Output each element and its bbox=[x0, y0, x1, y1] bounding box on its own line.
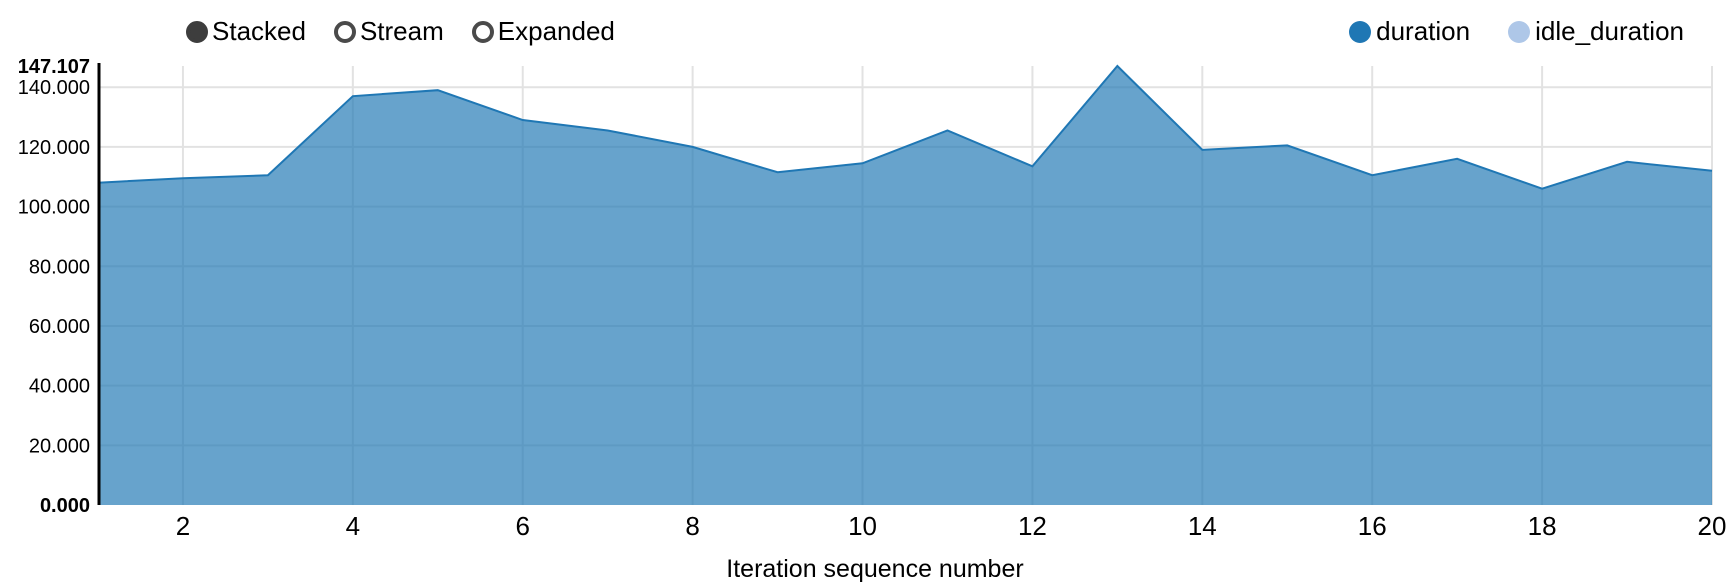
x-tick-label: 10 bbox=[848, 511, 877, 541]
legend-label-idle-duration: idle_duration bbox=[1535, 16, 1684, 46]
x-tick-label: 6 bbox=[516, 511, 530, 541]
legend-item-idle-duration[interactable]: idle_duration bbox=[1508, 16, 1684, 47]
radio-expanded[interactable]: Expanded bbox=[471, 16, 615, 47]
x-tick-label: 14 bbox=[1188, 511, 1217, 541]
y-max-label: 147.107 bbox=[18, 56, 90, 78]
x-tick-label: 2 bbox=[176, 511, 190, 541]
y-tick-label: 20.000 bbox=[29, 435, 90, 457]
y-tick-label: 40.000 bbox=[29, 376, 90, 398]
x-tick-label: 18 bbox=[1528, 511, 1557, 541]
y-tick-label: 140.000 bbox=[18, 77, 90, 99]
legend-item-duration[interactable]: duration bbox=[1349, 16, 1470, 47]
legend-label-duration: duration bbox=[1376, 16, 1471, 46]
x-tick-label: 4 bbox=[346, 511, 360, 541]
y-tick-label: 120.000 bbox=[18, 137, 90, 159]
legend-swatch-idle-duration-icon bbox=[1508, 20, 1531, 43]
legend-swatch-duration-icon bbox=[1349, 20, 1372, 43]
radio-stacked-icon bbox=[186, 20, 208, 43]
area-duration[interactable] bbox=[98, 66, 1712, 505]
radio-expanded-label: Expanded bbox=[497, 16, 615, 46]
x-tick-label: 16 bbox=[1358, 511, 1387, 541]
y-min-label: 0.000 bbox=[40, 495, 90, 517]
radio-stream[interactable]: Stream bbox=[333, 16, 444, 47]
y-tick-label: 100.000 bbox=[18, 197, 90, 219]
legend: duration idle_duration bbox=[1349, 16, 1684, 47]
radio-stacked[interactable]: Stacked bbox=[186, 16, 306, 47]
x-tick-label: 8 bbox=[685, 511, 699, 541]
chart-mode-controls: Stacked Stream Expanded bbox=[186, 16, 615, 47]
radio-stacked-label: Stacked bbox=[212, 16, 306, 46]
y-tick-label: 60.000 bbox=[29, 316, 90, 338]
radio-expanded-icon bbox=[471, 20, 494, 43]
area-edge-duration bbox=[97, 64, 1713, 190]
x-tick-label: 20 bbox=[1698, 511, 1727, 541]
x-tick-label: 12 bbox=[1018, 511, 1047, 541]
radio-stream-label: Stream bbox=[359, 16, 444, 46]
y-tick-label: 80.000 bbox=[29, 256, 90, 278]
radio-stream-icon bbox=[333, 20, 356, 43]
x-axis-title: Iteration sequence number bbox=[726, 555, 1023, 583]
